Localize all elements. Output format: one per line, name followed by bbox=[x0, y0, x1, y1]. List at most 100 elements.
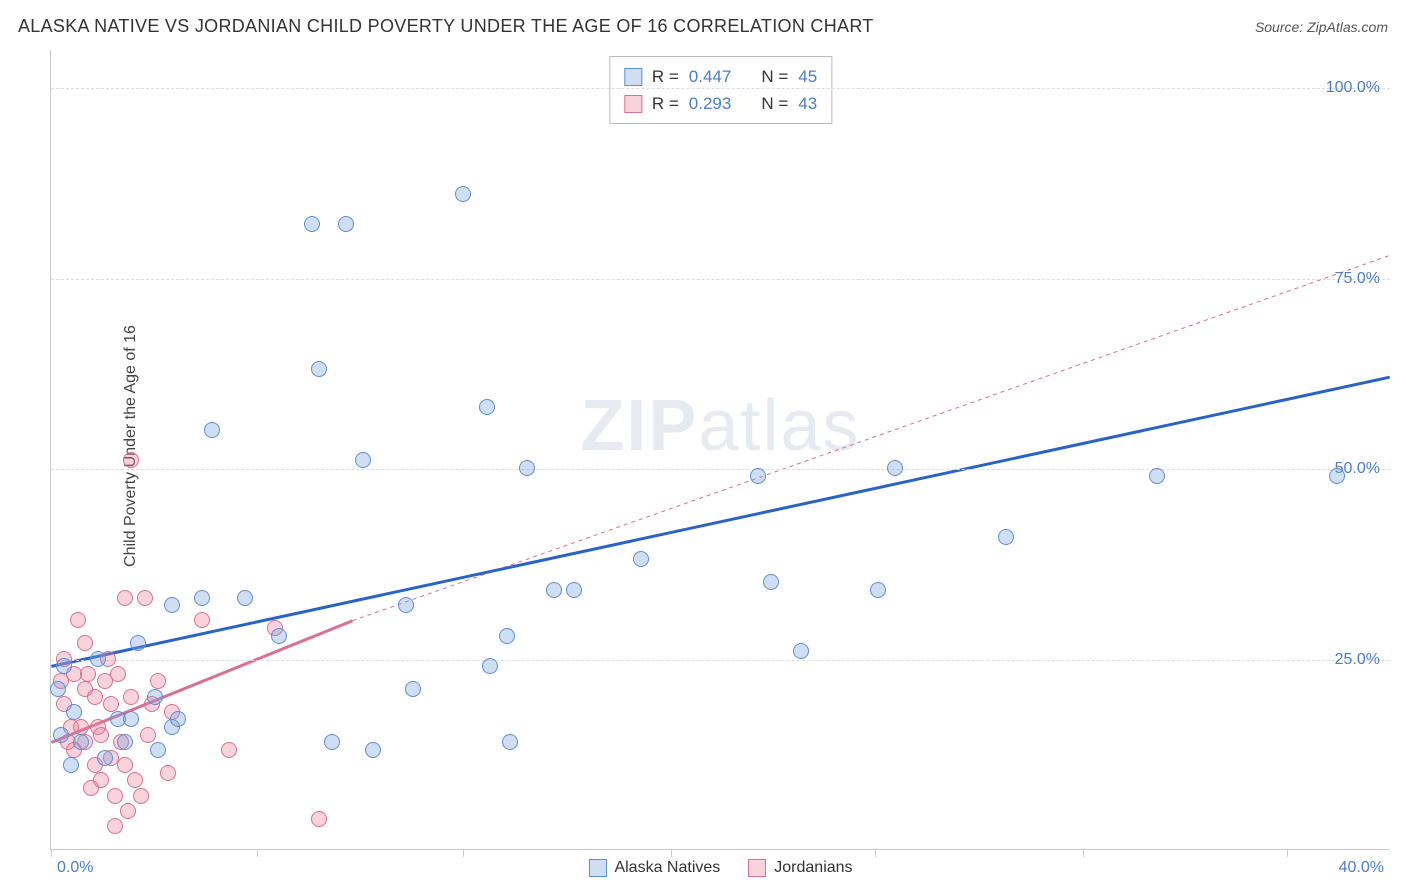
scatter-point-alaska bbox=[150, 742, 166, 758]
scatter-point-alaska bbox=[1149, 468, 1165, 484]
legend-swatch bbox=[748, 859, 766, 877]
scatter-point-jordan bbox=[87, 689, 103, 705]
scatter-point-alaska bbox=[887, 460, 903, 476]
scatter-point-alaska bbox=[117, 734, 133, 750]
scatter-point-alaska bbox=[56, 658, 72, 674]
scatter-point-alaska bbox=[398, 597, 414, 613]
n-value: 45 bbox=[798, 63, 817, 90]
source-name: ZipAtlas.com bbox=[1307, 19, 1388, 35]
scatter-point-alaska bbox=[763, 574, 779, 590]
scatter-point-jordan bbox=[311, 811, 327, 827]
series-swatch bbox=[624, 68, 642, 86]
scatter-point-alaska bbox=[870, 582, 886, 598]
scatter-point-alaska bbox=[455, 186, 471, 202]
scatter-point-jordan bbox=[117, 757, 133, 773]
trend-lines-layer bbox=[51, 50, 1390, 849]
stats-row: R = 0.447 N = 45 bbox=[624, 63, 817, 90]
scatter-point-jordan bbox=[123, 689, 139, 705]
scatter-point-alaska bbox=[633, 551, 649, 567]
scatter-point-jordan bbox=[133, 788, 149, 804]
y-tick-label: 25.0% bbox=[1335, 651, 1380, 669]
scatter-point-alaska bbox=[50, 681, 66, 697]
r-value: 0.293 bbox=[689, 90, 732, 117]
scatter-point-jordan bbox=[93, 772, 109, 788]
scatter-point-alaska bbox=[998, 529, 1014, 545]
scatter-point-alaska bbox=[164, 597, 180, 613]
scatter-point-jordan bbox=[107, 818, 123, 834]
scatter-point-jordan bbox=[107, 788, 123, 804]
legend-swatch bbox=[588, 859, 606, 877]
scatter-point-alaska bbox=[63, 757, 79, 773]
scatter-point-alaska bbox=[324, 734, 340, 750]
y-tick-label: 100.0% bbox=[1326, 79, 1380, 97]
scatter-point-jordan bbox=[194, 612, 210, 628]
r-label: R = bbox=[652, 90, 679, 117]
scatter-point-alaska bbox=[499, 628, 515, 644]
legend-item: Jordanians bbox=[748, 859, 852, 877]
scatter-point-jordan bbox=[123, 452, 139, 468]
scatter-point-alaska bbox=[123, 711, 139, 727]
scatter-point-alaska bbox=[311, 361, 327, 377]
scatter-point-alaska bbox=[479, 399, 495, 415]
stats-row: R =0.293N =43 bbox=[624, 90, 817, 117]
scatter-plot: ZIPatlas R =0.447N =45R =0.293N =43 0.0%… bbox=[50, 50, 1390, 850]
gridline bbox=[51, 279, 1390, 280]
scatter-point-jordan bbox=[93, 727, 109, 743]
scatter-point-jordan bbox=[103, 696, 119, 712]
n-label: N = bbox=[761, 63, 788, 90]
legend-label: Jordanians bbox=[774, 859, 852, 877]
watermark: ZIPatlas bbox=[580, 385, 860, 467]
x-tick bbox=[875, 849, 876, 857]
scatter-point-alaska bbox=[53, 727, 69, 743]
chart-title: ALASKA NATIVE VS JORDANIAN CHILD POVERTY… bbox=[18, 16, 874, 37]
scatter-point-alaska bbox=[90, 651, 106, 667]
scatter-point-alaska bbox=[355, 452, 371, 468]
x-axis-min-label: 0.0% bbox=[57, 859, 93, 877]
watermark-zip: ZIP bbox=[580, 386, 698, 466]
scatter-point-jordan bbox=[110, 666, 126, 682]
scatter-point-jordan bbox=[77, 635, 93, 651]
r-label: R = bbox=[652, 63, 679, 90]
scatter-point-alaska bbox=[194, 590, 210, 606]
scatter-point-jordan bbox=[127, 772, 143, 788]
scatter-point-alaska bbox=[482, 658, 498, 674]
scatter-point-jordan bbox=[70, 612, 86, 628]
scatter-point-jordan bbox=[137, 590, 153, 606]
scatter-point-alaska bbox=[365, 742, 381, 758]
gridline bbox=[51, 469, 1390, 470]
scatter-point-alaska bbox=[502, 734, 518, 750]
x-tick bbox=[671, 849, 672, 857]
gridline bbox=[51, 88, 1390, 89]
scatter-point-alaska bbox=[73, 734, 89, 750]
trend-line bbox=[51, 377, 1389, 666]
scatter-point-alaska bbox=[271, 628, 287, 644]
scatter-point-alaska bbox=[147, 689, 163, 705]
scatter-point-alaska bbox=[566, 582, 582, 598]
chart-header: ALASKA NATIVE VS JORDANIAN CHILD POVERTY… bbox=[18, 16, 1388, 37]
scatter-point-alaska bbox=[170, 711, 186, 727]
trend-line bbox=[352, 255, 1389, 620]
scatter-point-alaska bbox=[750, 468, 766, 484]
gridline bbox=[51, 660, 1390, 661]
series-legend: Alaska Natives Jordanians bbox=[588, 859, 852, 877]
scatter-point-alaska bbox=[546, 582, 562, 598]
scatter-point-alaska bbox=[97, 750, 113, 766]
scatter-point-jordan bbox=[80, 666, 96, 682]
scatter-point-jordan bbox=[140, 727, 156, 743]
r-value: 0.447 bbox=[689, 63, 732, 90]
scatter-point-jordan bbox=[120, 803, 136, 819]
scatter-point-jordan bbox=[73, 719, 89, 735]
watermark-atlas: atlas bbox=[698, 386, 860, 466]
y-tick-label: 75.0% bbox=[1335, 270, 1380, 288]
scatter-point-alaska bbox=[1329, 468, 1345, 484]
scatter-point-jordan bbox=[160, 765, 176, 781]
scatter-point-alaska bbox=[338, 216, 354, 232]
x-tick bbox=[463, 849, 464, 857]
correlation-stats-box: R =0.447N =45R =0.293N =43 bbox=[609, 56, 832, 124]
scatter-point-jordan bbox=[221, 742, 237, 758]
legend-label: Alaska Natives bbox=[614, 859, 720, 877]
x-tick bbox=[1083, 849, 1084, 857]
x-axis-max-label: 40.0% bbox=[1339, 859, 1384, 877]
scatter-point-alaska bbox=[405, 681, 421, 697]
x-tick bbox=[257, 849, 258, 857]
